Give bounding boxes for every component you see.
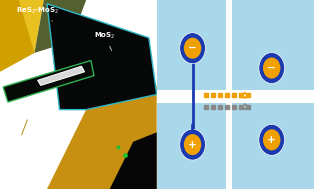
Circle shape [180, 33, 205, 64]
Polygon shape [35, 0, 86, 53]
Bar [157, 0, 226, 90]
Text: +: + [267, 135, 276, 145]
Text: ReS$_2$-MoS$_2$: ReS$_2$-MoS$_2$ [16, 6, 59, 21]
Polygon shape [0, 0, 35, 72]
Polygon shape [110, 132, 157, 189]
Polygon shape [3, 60, 94, 102]
Bar [157, 103, 226, 189]
Circle shape [184, 38, 201, 59]
Bar [232, 103, 314, 189]
Text: ReS$_2$: ReS$_2$ [8, 120, 28, 151]
Bar [232, 0, 314, 90]
Circle shape [180, 129, 205, 160]
Text: MoS$_2$: MoS$_2$ [94, 31, 116, 50]
Polygon shape [47, 85, 157, 189]
Circle shape [263, 129, 280, 150]
Text: −: − [188, 43, 197, 53]
Text: +: + [188, 140, 197, 149]
Circle shape [259, 53, 284, 84]
Text: −: − [267, 63, 276, 73]
Circle shape [259, 124, 284, 155]
Circle shape [184, 134, 201, 155]
Polygon shape [0, 0, 44, 66]
Circle shape [263, 57, 280, 79]
Polygon shape [38, 66, 84, 85]
Polygon shape [47, 4, 157, 110]
